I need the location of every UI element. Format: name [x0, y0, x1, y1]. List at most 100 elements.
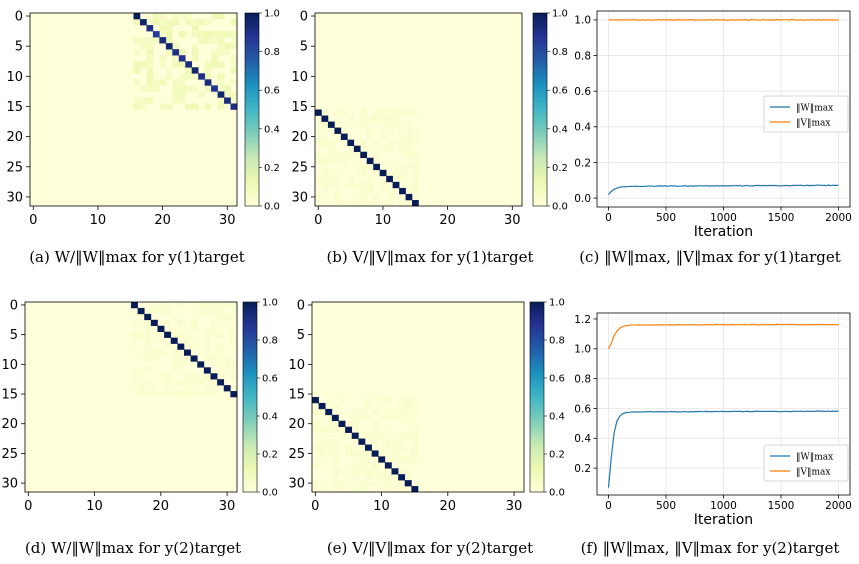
- heatmap-noise-cell: [404, 420, 412, 427]
- colorbar: [533, 13, 547, 206]
- heatmap-diagonal-cell: [150, 319, 158, 327]
- heatmap-diagonal-cell: [223, 385, 231, 392]
- heatmap-noise-cell: [172, 43, 180, 50]
- heatmap-noise-cell: [178, 13, 186, 20]
- heatmap-noise-cell: [210, 307, 218, 315]
- heatmap-noise-cell: [190, 391, 198, 398]
- heatmap-noise-cell: [366, 181, 374, 189]
- heatmap-noise-cell: [139, 97, 147, 104]
- colorbar-tick-label: 0.0: [549, 488, 565, 499]
- y-tick-label: 0: [297, 298, 305, 313]
- heatmap-noise-cell: [217, 349, 225, 356]
- heatmap-noise-cell: [405, 121, 413, 128]
- heatmap-noise-cell: [321, 139, 329, 146]
- heatmap-noise-cell: [198, 31, 205, 38]
- heatmap-noise-cell: [412, 187, 419, 195]
- heatmap-noise-cell: [331, 462, 339, 469]
- heatmap-noise-cell: [217, 331, 225, 338]
- heatmap-diagonal-cell: [405, 193, 413, 201]
- heatmap-noise-cell: [165, 73, 173, 80]
- heatmap-diagonal-cell: [144, 313, 152, 321]
- heatmap-noise-cell: [230, 307, 238, 315]
- heatmap-diagonal-cell: [391, 468, 399, 475]
- heatmap-noise-cell: [131, 331, 138, 338]
- heatmap-noise-cell: [358, 480, 366, 487]
- heatmap-noise-cell: [379, 109, 387, 116]
- heatmap-diagonal-cell: [412, 199, 419, 207]
- heatmap-noise-cell: [139, 43, 147, 50]
- heatmap-noise-cell: [399, 109, 406, 116]
- heatmap-noise-cell: [331, 486, 339, 493]
- heatmap-noise-cell: [378, 402, 386, 410]
- heatmap-noise-cell: [170, 349, 178, 356]
- heatmap-noise-cell: [412, 181, 419, 189]
- heatmap-noise-cell: [353, 181, 361, 189]
- heatmap-noise-cell: [386, 187, 393, 195]
- heatmap-diagonal-cell: [230, 391, 238, 398]
- heatmap-noise-cell: [379, 145, 387, 153]
- heatmap-noise-cell: [230, 367, 238, 374]
- colorbar-tick-label: 1.0: [262, 298, 278, 309]
- colorbar-frame: [529, 301, 545, 493]
- heatmap-noise-cell: [405, 139, 413, 146]
- heatmap-noise-cell: [191, 49, 199, 56]
- colorbar-tick-label: 1.0: [552, 9, 568, 20]
- heatmap-noise-cell: [312, 426, 319, 433]
- heatmap-noise-cell: [325, 414, 333, 422]
- x-tick-label: 0: [605, 500, 612, 512]
- heatmap-noise-cell: [327, 175, 335, 183]
- heatmap-noise-cell: [334, 199, 342, 207]
- heatmap-diagonal-cell: [137, 307, 145, 315]
- heatmap-noise-cell: [144, 307, 152, 315]
- heatmap-noise-cell: [347, 151, 355, 159]
- heatmap-noise-cell: [165, 37, 173, 44]
- heatmap-noise-cell: [384, 468, 392, 475]
- colorbar-tick-label: 0.0: [264, 202, 280, 213]
- heatmap-noise-cell: [318, 486, 326, 493]
- heatmap-noise-cell: [157, 302, 165, 309]
- heatmap-noise-cell: [184, 391, 191, 398]
- heatmap-noise-cell: [321, 181, 329, 189]
- heatmap-noise-cell: [358, 468, 366, 475]
- heatmap-noise-cell: [331, 480, 339, 487]
- heatmap-noise-cell: [146, 67, 154, 74]
- heatmap-noise-cell: [144, 337, 152, 344]
- y-tick-label: 25: [1, 447, 18, 462]
- heatmap-noise-cell: [184, 343, 191, 350]
- heatmap-diagonal-cell: [230, 103, 238, 110]
- heatmap-noise-cell: [345, 450, 353, 457]
- colorbar-tick-label: 1.0: [264, 9, 280, 20]
- y-tick-label: 1.0: [574, 344, 591, 356]
- colorbar-frame: [532, 12, 548, 207]
- heatmap-noise-cell: [137, 373, 145, 380]
- heatmap-noise-cell: [131, 319, 138, 327]
- heatmap-noise-cell: [190, 343, 198, 350]
- heatmap-noise-cell: [399, 139, 406, 146]
- heatmap-noise-cell: [398, 432, 406, 439]
- heatmap-noise-cell: [366, 145, 374, 153]
- heatmap-noise-cell: [131, 367, 138, 374]
- y-tick-label: 30: [288, 477, 305, 492]
- heatmap-noise-cell: [164, 319, 172, 327]
- y-tick-label: 20: [288, 417, 305, 432]
- heatmap-noise-cell: [404, 432, 412, 439]
- heatmap-noise-cell: [399, 145, 406, 153]
- heatmap-noise-cell: [351, 408, 359, 416]
- caption-e: (e) V/‖V‖max for y(2)target: [327, 539, 533, 557]
- heatmap-noise-cell: [331, 444, 339, 451]
- heatmap-noise-cell: [334, 181, 342, 189]
- heatmap-noise-cell: [391, 456, 399, 463]
- heatmap-noise-cell: [366, 163, 374, 171]
- colorbar-tick-label: 0.8: [264, 47, 280, 58]
- y-tick-label: 10: [6, 70, 23, 85]
- heatmap-noise-cell: [190, 319, 198, 327]
- heatmap-noise-cell: [358, 462, 366, 469]
- heatmap-noise-cell: [327, 157, 335, 165]
- heatmap-noise-cell: [184, 331, 191, 338]
- heatmap-noise-cell: [137, 313, 145, 321]
- heatmap-noise-cell: [159, 13, 167, 20]
- heatmap-noise-cell: [150, 355, 158, 362]
- heatmap-noise-cell: [178, 31, 186, 38]
- heatmap-noise-cell: [347, 175, 355, 183]
- heatmap-noise-cell: [217, 103, 225, 110]
